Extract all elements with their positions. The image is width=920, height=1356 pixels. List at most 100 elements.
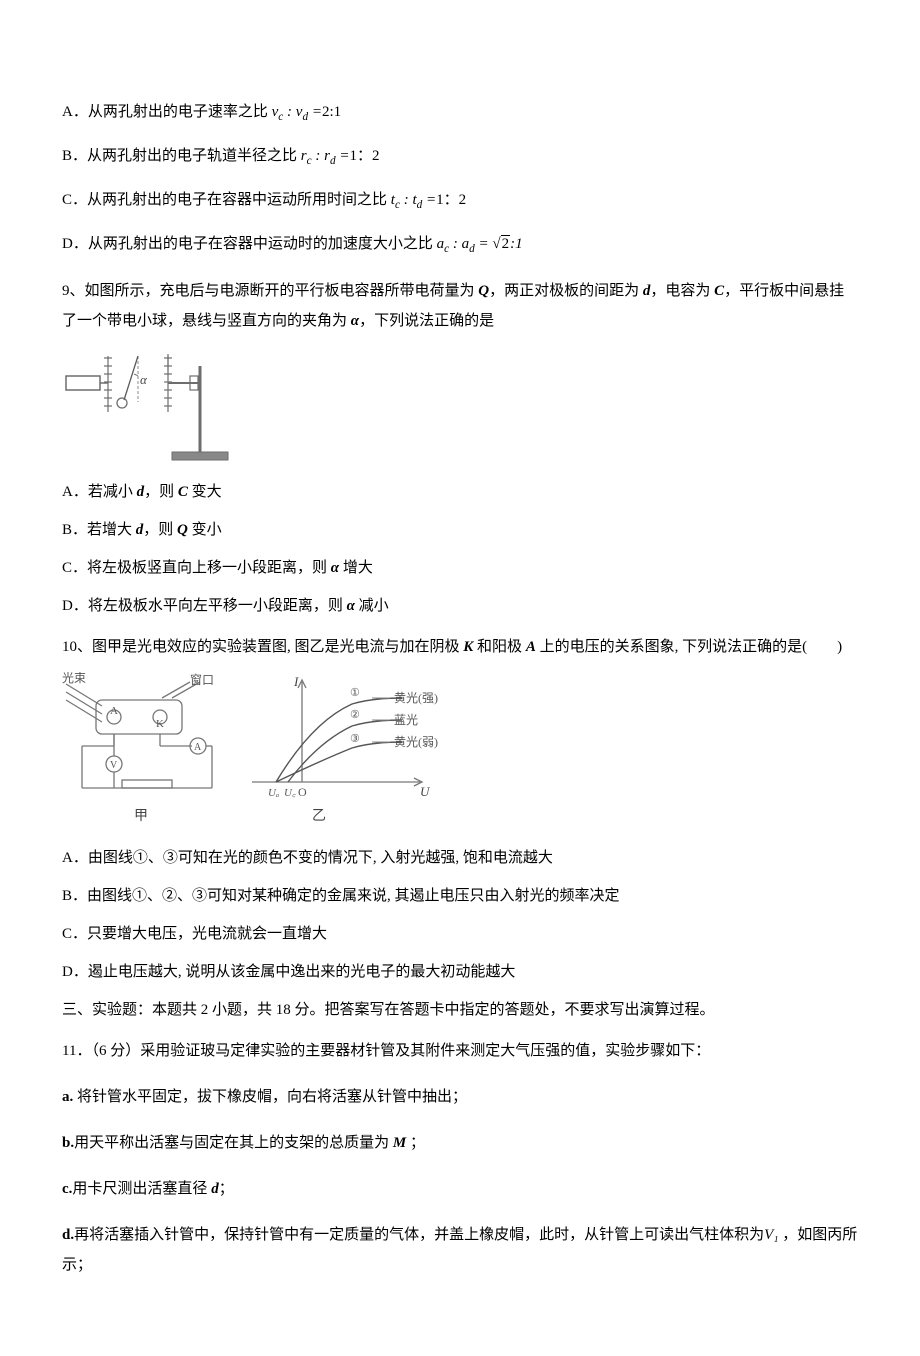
var-K: K bbox=[463, 639, 473, 655]
var-C: C bbox=[714, 283, 724, 299]
photoelectric-diagram-icon: 窗口 光束 A K A V bbox=[62, 672, 442, 832]
svg-text:①: ① bbox=[350, 687, 360, 699]
text: 采用验证玻马定律实验的主要器材针管及其附件来测定大气压强的值，实验步骤如下： bbox=[140, 1043, 710, 1059]
q11-step-d: d.再将活塞插入针管中，保持针管中有一定质量的气体，并盖上橡皮帽，此时，从针管上… bbox=[62, 1220, 858, 1280]
option-text: 从两孔射出的电子速率之比 bbox=[88, 104, 268, 120]
text: ； bbox=[219, 1181, 234, 1197]
option-text: 从两孔射出的电子轨道半径之比 bbox=[87, 148, 297, 164]
q10-option-d: D．遏止电压越大, 说明从该金属中逸出来的光电子的最大初动能越大 bbox=[62, 960, 858, 984]
step-label: b. bbox=[62, 1135, 74, 1151]
svg-text:光束: 光束 bbox=[62, 672, 86, 685]
svg-text:I: I bbox=[293, 674, 299, 689]
section3-heading: 三、实验题：本题共 2 小题，共 18 分。把答案写在答题卡中指定的答题处，不要… bbox=[62, 998, 858, 1022]
step-label: c. bbox=[62, 1181, 72, 1197]
formula: ac : ad = bbox=[433, 236, 493, 252]
option-label: A． bbox=[62, 104, 88, 120]
yi-label: 乙 bbox=[312, 808, 326, 824]
svg-text:③: ③ bbox=[350, 733, 360, 745]
step-label: a. bbox=[62, 1089, 73, 1105]
option-label: A． bbox=[62, 484, 88, 500]
var: Q bbox=[177, 522, 188, 538]
q10-stem: 10、图甲是光电效应的实验装置图, 图乙是光电流与加在阴极 K 和阳极 A 上的… bbox=[62, 632, 858, 662]
text: ，电容为 bbox=[650, 283, 714, 299]
text: ； bbox=[406, 1135, 425, 1151]
text: 用卡尺测出活塞直径 bbox=[72, 1181, 211, 1197]
svg-text:窗口: 窗口 bbox=[190, 673, 214, 687]
var-M: M bbox=[393, 1135, 406, 1151]
q11-stem: 11．（6 分）采用验证玻马定律实验的主要器材针管及其附件来测定大气压强的值，实… bbox=[62, 1036, 858, 1066]
q11-step-b: b.用天平称出活塞与固定在其上的支架的总质量为 M ； bbox=[62, 1128, 858, 1158]
option-text: 从两孔射出的电子在容器中运动所用时间之比 bbox=[87, 192, 387, 208]
var: C bbox=[178, 484, 188, 500]
text: 将左极板竖直向上移一小段距离，则 bbox=[87, 560, 331, 576]
q9-stem: 9、如图所示，充电后与电源断开的平行板电容器所带电荷量为 Q，两正对极板的间距为… bbox=[62, 276, 858, 336]
q9-option-c: C．将左极板竖直向上移一小段距离，则 α 增大 bbox=[62, 556, 858, 580]
option-label: B． bbox=[62, 148, 87, 164]
text: 增大 bbox=[339, 560, 373, 576]
formula: vc : vd = bbox=[268, 104, 322, 120]
text: 如图所示，充电后与电源断开的平行板电容器所带电荷量为 bbox=[85, 283, 479, 299]
text: 将针管水平固定，拔下橡皮帽，向右将活塞从针管中抽出； bbox=[73, 1089, 467, 1105]
text: 由图线①、②、③可知对某种确定的金属来说, 其遏止电压只由入射光的频率决定 bbox=[87, 888, 620, 904]
text: ，两正对极板的间距为 bbox=[489, 283, 643, 299]
text: ，则 bbox=[143, 522, 177, 538]
text: 变小 bbox=[188, 522, 222, 538]
svg-text:黄光(弱): 黄光(弱) bbox=[394, 735, 438, 749]
q10-option-b: B．由图线①、②、③可知对某种确定的金属来说, 其遏止电压只由入射光的频率决定 bbox=[62, 884, 858, 908]
var-A: A bbox=[526, 639, 536, 655]
capacitor-diagram-icon: α bbox=[62, 346, 232, 466]
q11-step-c: c.用卡尺测出活塞直径 d； bbox=[62, 1174, 858, 1204]
ratio: :1 bbox=[510, 236, 523, 252]
svg-text:Uₐ: Uₐ bbox=[268, 787, 279, 799]
text: 若减小 bbox=[88, 484, 137, 500]
q10-diagram: 窗口 光束 A K A V bbox=[62, 672, 858, 840]
text: 将左极板水平向左平移一小段距离，则 bbox=[88, 598, 347, 614]
var: d bbox=[137, 484, 145, 500]
text: 遏止电压越大, 说明从该金属中逸出来的光电子的最大初动能越大 bbox=[88, 964, 516, 980]
q-number: 11． bbox=[62, 1043, 91, 1059]
option-label: C． bbox=[62, 560, 87, 576]
var-Q: Q bbox=[478, 283, 489, 299]
text: 只要增大电压，光电流就会一直增大 bbox=[87, 926, 327, 942]
var-d: d bbox=[211, 1181, 219, 1197]
text: 由图线①、③可知在光的颜色不变的情况下, 入射光越强, 饱和电流越大 bbox=[88, 850, 553, 866]
svg-text:U꜀: U꜀ bbox=[284, 787, 296, 799]
q10-option-c: C．只要增大电压，光电流就会一直增大 bbox=[62, 922, 858, 946]
q-number: 9、 bbox=[62, 283, 85, 299]
var: α bbox=[347, 598, 355, 614]
svg-text:O: O bbox=[298, 785, 307, 799]
text: 上的电压的关系图象, 下列说法正确的是( ) bbox=[536, 639, 842, 655]
text: 若增大 bbox=[87, 522, 136, 538]
svg-text:黄光(强): 黄光(强) bbox=[394, 691, 438, 705]
svg-text:V: V bbox=[110, 760, 118, 771]
text: ，下列说法正确的是 bbox=[359, 313, 494, 329]
text: 变大 bbox=[188, 484, 222, 500]
text: 三、实验题：本题共 2 小题，共 18 分。把答案写在答题卡中指定的答题处，不要… bbox=[62, 1002, 715, 1018]
option-label: C． bbox=[62, 926, 87, 942]
q9-option-a: A．若减小 d，则 C 变大 bbox=[62, 480, 858, 504]
option-label: D． bbox=[62, 598, 88, 614]
formula: tc : td = bbox=[387, 192, 436, 208]
q9-option-d: D．将左极板水平向左平移一小段距离，则 α 减小 bbox=[62, 594, 858, 618]
svg-text:A: A bbox=[110, 705, 118, 717]
var-alpha: α bbox=[351, 313, 359, 329]
formula: rc : rd = bbox=[297, 148, 349, 164]
text: 用天平称出活塞与固定在其上的支架的总质量为 bbox=[74, 1135, 393, 1151]
text: 再将活塞插入针管中，保持针管中有一定质量的气体，并盖上橡皮帽，此时，从针管上可读… bbox=[74, 1227, 764, 1243]
var-V1: V₁ bbox=[764, 1227, 778, 1243]
jia-label: 甲 bbox=[134, 809, 148, 824]
svg-text:K: K bbox=[156, 718, 164, 730]
text: 减小 bbox=[355, 598, 389, 614]
svg-text:α: α bbox=[140, 372, 148, 387]
svg-text:A: A bbox=[194, 742, 202, 753]
q10-option-a: A．由图线①、③可知在光的颜色不变的情况下, 入射光越强, 饱和电流越大 bbox=[62, 846, 858, 870]
q8-option-a: A．从两孔射出的电子速率之比 vc : vd =2:1 bbox=[62, 100, 858, 126]
q8-option-d: D．从两孔射出的电子在容器中运动时的加速度大小之比 ac : ad = 2:1 bbox=[62, 232, 858, 258]
text: 和阳极 bbox=[473, 639, 526, 655]
svg-text:②: ② bbox=[350, 709, 360, 721]
option-label: D． bbox=[62, 964, 88, 980]
text: ，则 bbox=[144, 484, 178, 500]
sqrt-icon: 2 bbox=[492, 232, 510, 256]
option-label: C． bbox=[62, 192, 87, 208]
points: （6 分） bbox=[91, 1043, 140, 1059]
